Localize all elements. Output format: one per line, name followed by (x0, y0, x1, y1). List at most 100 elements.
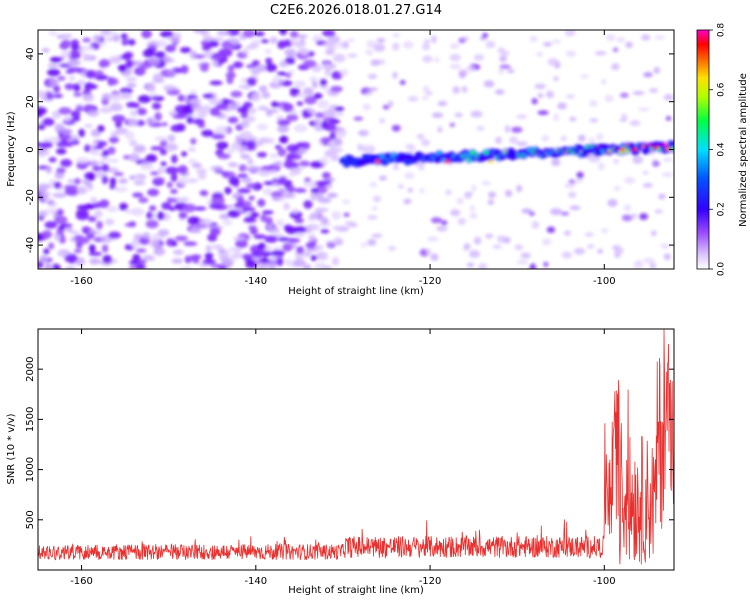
spectrogram-cell (129, 265, 136, 269)
spectrogram-cell (83, 104, 94, 110)
spectrogram-cell (536, 51, 544, 57)
spectrogram-cell (240, 112, 249, 119)
colorbar-tick-label: 0.8 (717, 23, 727, 38)
spectrogram-xtick-label: -120 (419, 276, 442, 287)
spectrogram-cell (88, 251, 103, 256)
spectrogram-cell (379, 118, 386, 124)
spectrogram-cell (78, 128, 85, 138)
spectrogram-cell (392, 42, 400, 51)
spectrogram-cell (269, 36, 278, 44)
spectrogram-cell (277, 124, 289, 133)
spectrogram-cell (587, 244, 595, 249)
spectrogram-cell (445, 189, 452, 196)
snr-ytick-label: 1000 (25, 457, 36, 482)
spectrogram-cell (242, 30, 255, 38)
spectrogram-cell (149, 205, 157, 212)
spectrogram-cell (89, 258, 101, 265)
spectrogram-cell (373, 195, 382, 203)
spectrogram-cell (84, 123, 93, 128)
spectrogram-cell (45, 165, 52, 174)
spectrogram-cell (305, 241, 317, 249)
spectrogram-cell (70, 39, 80, 48)
spectrogram-cell (243, 216, 255, 223)
spectrogram-cell (102, 254, 113, 264)
spectrogram-cell (65, 69, 75, 74)
spectrogram-cell (297, 34, 308, 39)
spectrogram-cell (168, 198, 179, 203)
snr-ytick-label: 500 (25, 510, 36, 529)
spectrogram-cell (140, 165, 154, 171)
spectrogram-cell (107, 77, 119, 86)
spectrogram-cell (537, 93, 544, 99)
spectrogram-cell (632, 90, 645, 96)
spectrogram-cell (454, 112, 463, 118)
spectrogram-cell (242, 48, 249, 55)
spectrogram-cell (618, 247, 624, 254)
spectrogram-cell (605, 33, 616, 42)
spectrogram-cell (537, 110, 549, 116)
spectrogram-cell (251, 250, 264, 258)
spectrogram-cell (177, 165, 188, 175)
spectrogram-cell (509, 136, 519, 144)
spectrogram-cell (199, 63, 209, 72)
spectrogram-cell (251, 60, 260, 66)
spectrogram-cell (601, 227, 609, 234)
spectrogram-cell (665, 116, 672, 121)
colorbar-tick-label: 0.2 (717, 202, 727, 216)
spectrogram-cell (38, 261, 44, 269)
spectrogram-cell (285, 72, 292, 78)
spectrogram-xtick-label: -160 (70, 276, 93, 287)
spectrogram-cell (125, 68, 133, 75)
spectrogram-cell (74, 234, 84, 242)
spectrogram-cell (96, 220, 103, 230)
spectrogram-cell (227, 116, 239, 124)
spectrogram-cell (407, 96, 419, 102)
spectrogram-cell (172, 114, 186, 119)
spectrogram-cell (119, 92, 131, 100)
spectrogram-cell (299, 160, 311, 167)
spectrogram-cell (201, 129, 214, 137)
spectrogram-cell (650, 230, 657, 237)
spectrogram-cell (421, 43, 431, 51)
spectrogram-cell (303, 181, 317, 188)
spectrogram-cell (151, 102, 162, 110)
spectrogram-cell (469, 212, 478, 220)
spectrogram-cell (45, 208, 58, 214)
spectrogram-cell (266, 227, 280, 234)
spectrogram-cell (73, 248, 83, 254)
spectrogram-cell (154, 136, 168, 141)
spectrogram-cell (465, 65, 475, 73)
spectrogram-cell (202, 93, 215, 99)
spectrogram-cell (177, 94, 186, 102)
spectrogram-cell (370, 59, 381, 67)
spectrogram-cell (253, 234, 267, 240)
spectrogram-cell (261, 250, 272, 257)
spectrogram-cell (192, 206, 207, 211)
snr-xlabel: Height of straight line (km) (288, 585, 424, 596)
spectrogram-cell (371, 233, 383, 238)
spectrogram-cell (331, 156, 339, 161)
spectrogram-cell (106, 158, 120, 163)
spectrogram-cell (531, 97, 538, 105)
spectrogram-cell (90, 196, 98, 204)
colorbar (697, 30, 709, 269)
spectrogram-cell (258, 137, 270, 143)
spectrogram-cell (183, 241, 198, 247)
spectrogram-cell (191, 162, 202, 169)
spectrogram-cell (328, 192, 338, 198)
spectrogram-ylabel: Frequency (Hz) (6, 111, 17, 187)
spectrogram-cell (246, 140, 256, 150)
spectrogram-cell (113, 172, 124, 177)
spectrogram-cell (128, 139, 138, 147)
spectrogram-cell (257, 198, 266, 207)
spectrogram-cell (471, 184, 477, 192)
spectrogram-cell (58, 236, 66, 244)
spectrogram-cell (170, 188, 178, 194)
spectrogram-cell (520, 252, 531, 259)
spectrogram-cell (468, 249, 480, 258)
spectrogram-cell (277, 147, 287, 157)
spectrogram-cell (297, 47, 308, 55)
spectrogram-cell (302, 109, 309, 119)
spectrogram-cell (296, 246, 305, 255)
